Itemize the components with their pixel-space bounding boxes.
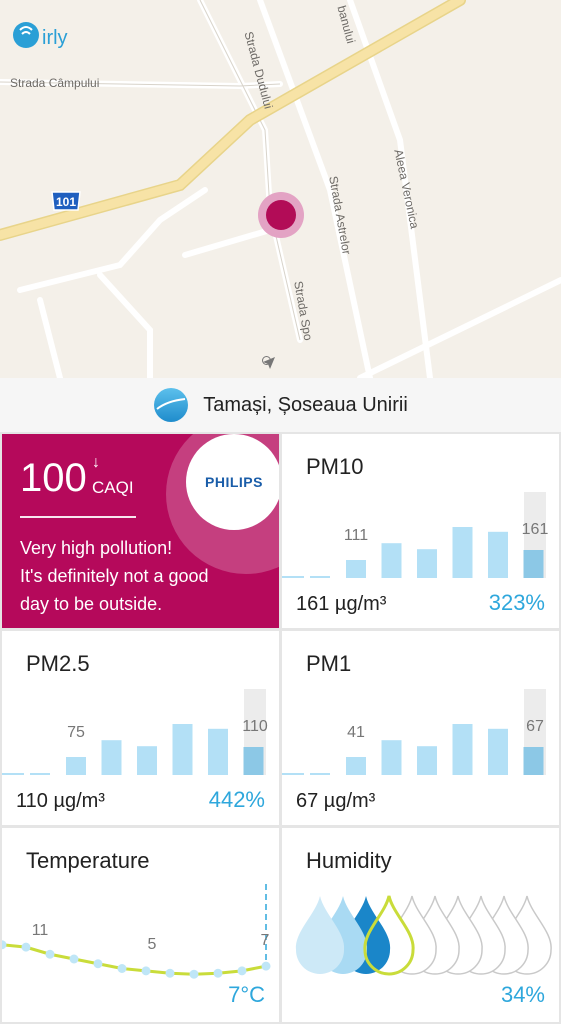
caqi-tile[interactable]: PHILIPS 100 ↓ CAQI Very high pollution! … [2,434,279,628]
pm25-bar-chart: 75 110 [2,689,268,775]
trend-down-icon: ↓ [92,454,100,471]
description-line: Very high pollution! [20,538,173,558]
temperature-point [189,969,199,979]
bar [346,757,366,775]
pm25-tile[interactable]: PM2.5 75 110 110 µg/m³ 442% [2,631,279,825]
map-location-controls[interactable] [262,356,275,369]
bar-low [282,576,304,578]
temp-label-last: 7 [261,932,270,949]
pm25-value: 110 µg/m³ [16,790,105,812]
tile-title: Temperature [26,848,150,873]
drop-current-icon [363,895,415,976]
bar [208,728,228,775]
bar [381,543,402,578]
map-roads [0,0,561,378]
highway-number: 101 [56,195,76,209]
pm10-percent: 323% [488,590,545,615]
bar [488,728,508,775]
temperature-point [261,961,271,971]
current-label: 161 [522,521,549,538]
bar [381,740,402,775]
location-arrow-icon[interactable] [262,356,276,370]
temp-label-mid: 5 [148,936,157,953]
bar [417,746,437,775]
pm1-bar-chart: 41 67 [282,689,546,775]
temperature-point [69,954,79,964]
street-label: Strada Câmpului [10,76,100,90]
bar-low [310,773,330,775]
temperature-line [2,943,267,976]
sensor-pin[interactable] [258,192,304,238]
temperature-point [237,966,247,976]
caqi-value: 100 [20,456,87,500]
pm25-percent: 442% [208,787,265,812]
temperature-chart: 11 5 7 [2,884,271,979]
peak-label: 41 [347,724,365,741]
pm10-tile[interactable]: PM10 111 161 161 µg/m³ 323% [282,434,559,628]
caqi-description: Very high pollution! It's definitely not… [20,534,260,618]
tile-title: PM10 [306,454,364,479]
peak-label: 75 [67,724,85,741]
humidity-drops [295,895,552,976]
bar [101,740,122,775]
bar [66,757,86,775]
tile-title: Humidity [306,848,392,873]
tile-title: PM2.5 [26,651,90,676]
temperature-point [141,966,151,976]
bar-current [243,747,264,775]
humidity-value: 34% [500,982,545,1007]
bar [172,724,193,775]
pm10-value: 161 µg/m³ [296,593,387,615]
philips-logo[interactable]: PHILIPS [186,434,279,530]
humidity-tile[interactable]: Humidity 34% [282,828,559,1022]
pm1-value: 67 µg/m³ [296,790,376,812]
description-line: day to be outside. [20,594,163,614]
tile-title: PM1 [306,651,352,676]
bar-low [30,773,50,775]
current-label: 110 [242,718,268,735]
globe-icon [154,388,189,422]
caqi-unit: CAQI [92,478,134,497]
temperature-value: 7°C [228,982,265,1007]
temperature-tile[interactable]: Temperature 11 5 7 7°C [2,828,279,1022]
bar-current [523,550,544,578]
temperature-point [21,942,31,952]
bar [488,531,508,578]
bar [452,724,473,775]
location-title: Tamași, Șoseaua Unirii [203,393,408,416]
temperature-point [93,959,103,969]
bar [137,746,157,775]
temperature-point [213,968,223,978]
bar-current [523,747,544,775]
location-header: Tamași, Șoseaua Unirii [0,378,561,432]
highway-shield-icon: 101 [50,190,82,212]
temp-label-first: 11 [32,922,49,939]
peak-label: 111 [344,527,368,544]
temperature-point [2,940,7,950]
temperature-point [45,949,55,959]
svg-text:irly: irly [42,27,68,49]
temperature-point [117,964,127,973]
map-view[interactable]: Strada Câmpului Strada Dudului banului S… [0,0,561,378]
bar-low [282,773,304,775]
current-label: 67 [526,718,544,735]
bar [417,549,437,578]
divider [20,516,136,518]
bar [452,527,473,578]
pm10-bar-chart: 111 161 [282,492,549,578]
bar-low [2,773,24,775]
temperature-point [165,968,175,978]
description-line: It's definitely not a good [20,566,209,586]
drop-filled-icon [295,896,345,974]
bar-low [310,576,330,578]
bar [346,560,366,578]
pm1-tile[interactable]: PM1 41 67 67 µg/m³ [282,631,559,825]
